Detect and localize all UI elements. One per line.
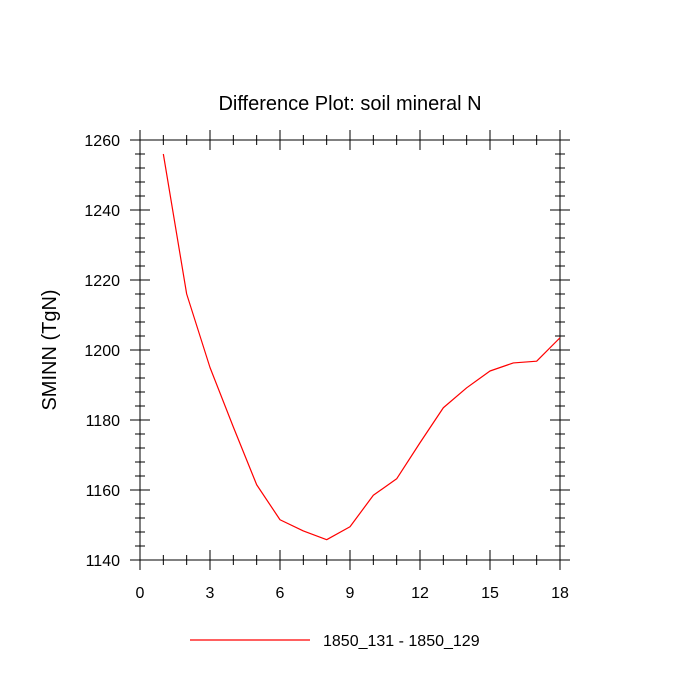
legend: 1850_131 - 1850_129 xyxy=(190,633,480,650)
y-tick-label: 1220 xyxy=(84,273,120,290)
y-tick-label: 1160 xyxy=(86,483,121,500)
y-tick-label: 1240 xyxy=(84,203,120,220)
legend-label-0: 1850_131 - 1850_129 xyxy=(323,633,480,650)
x-tick-label: 6 xyxy=(276,585,285,602)
y-tick-label: 1180 xyxy=(86,413,121,430)
x-tick-label: 12 xyxy=(411,585,429,602)
plot-area: 0 3 6 9 12 15 18 1140 1160 1180 1200 1220 1240 1260 xyxy=(84,130,570,602)
y-tick-label: 1200 xyxy=(84,343,120,360)
y-tick-label: 1140 xyxy=(86,553,121,570)
x-tick-label: 3 xyxy=(206,585,215,602)
plot-frame xyxy=(139,139,561,561)
chart-title: Difference Plot: soil mineral N xyxy=(218,93,481,115)
series-line-0 xyxy=(162,153,561,541)
y-tick-label: 1260 xyxy=(84,133,120,150)
y-axis-label: SMINN (TgN) xyxy=(39,289,61,410)
x-tick-label: 18 xyxy=(551,585,569,602)
x-tick-label: 0 xyxy=(136,585,145,602)
x-tick-label: 9 xyxy=(346,585,355,602)
x-tick-label: 15 xyxy=(481,585,499,602)
